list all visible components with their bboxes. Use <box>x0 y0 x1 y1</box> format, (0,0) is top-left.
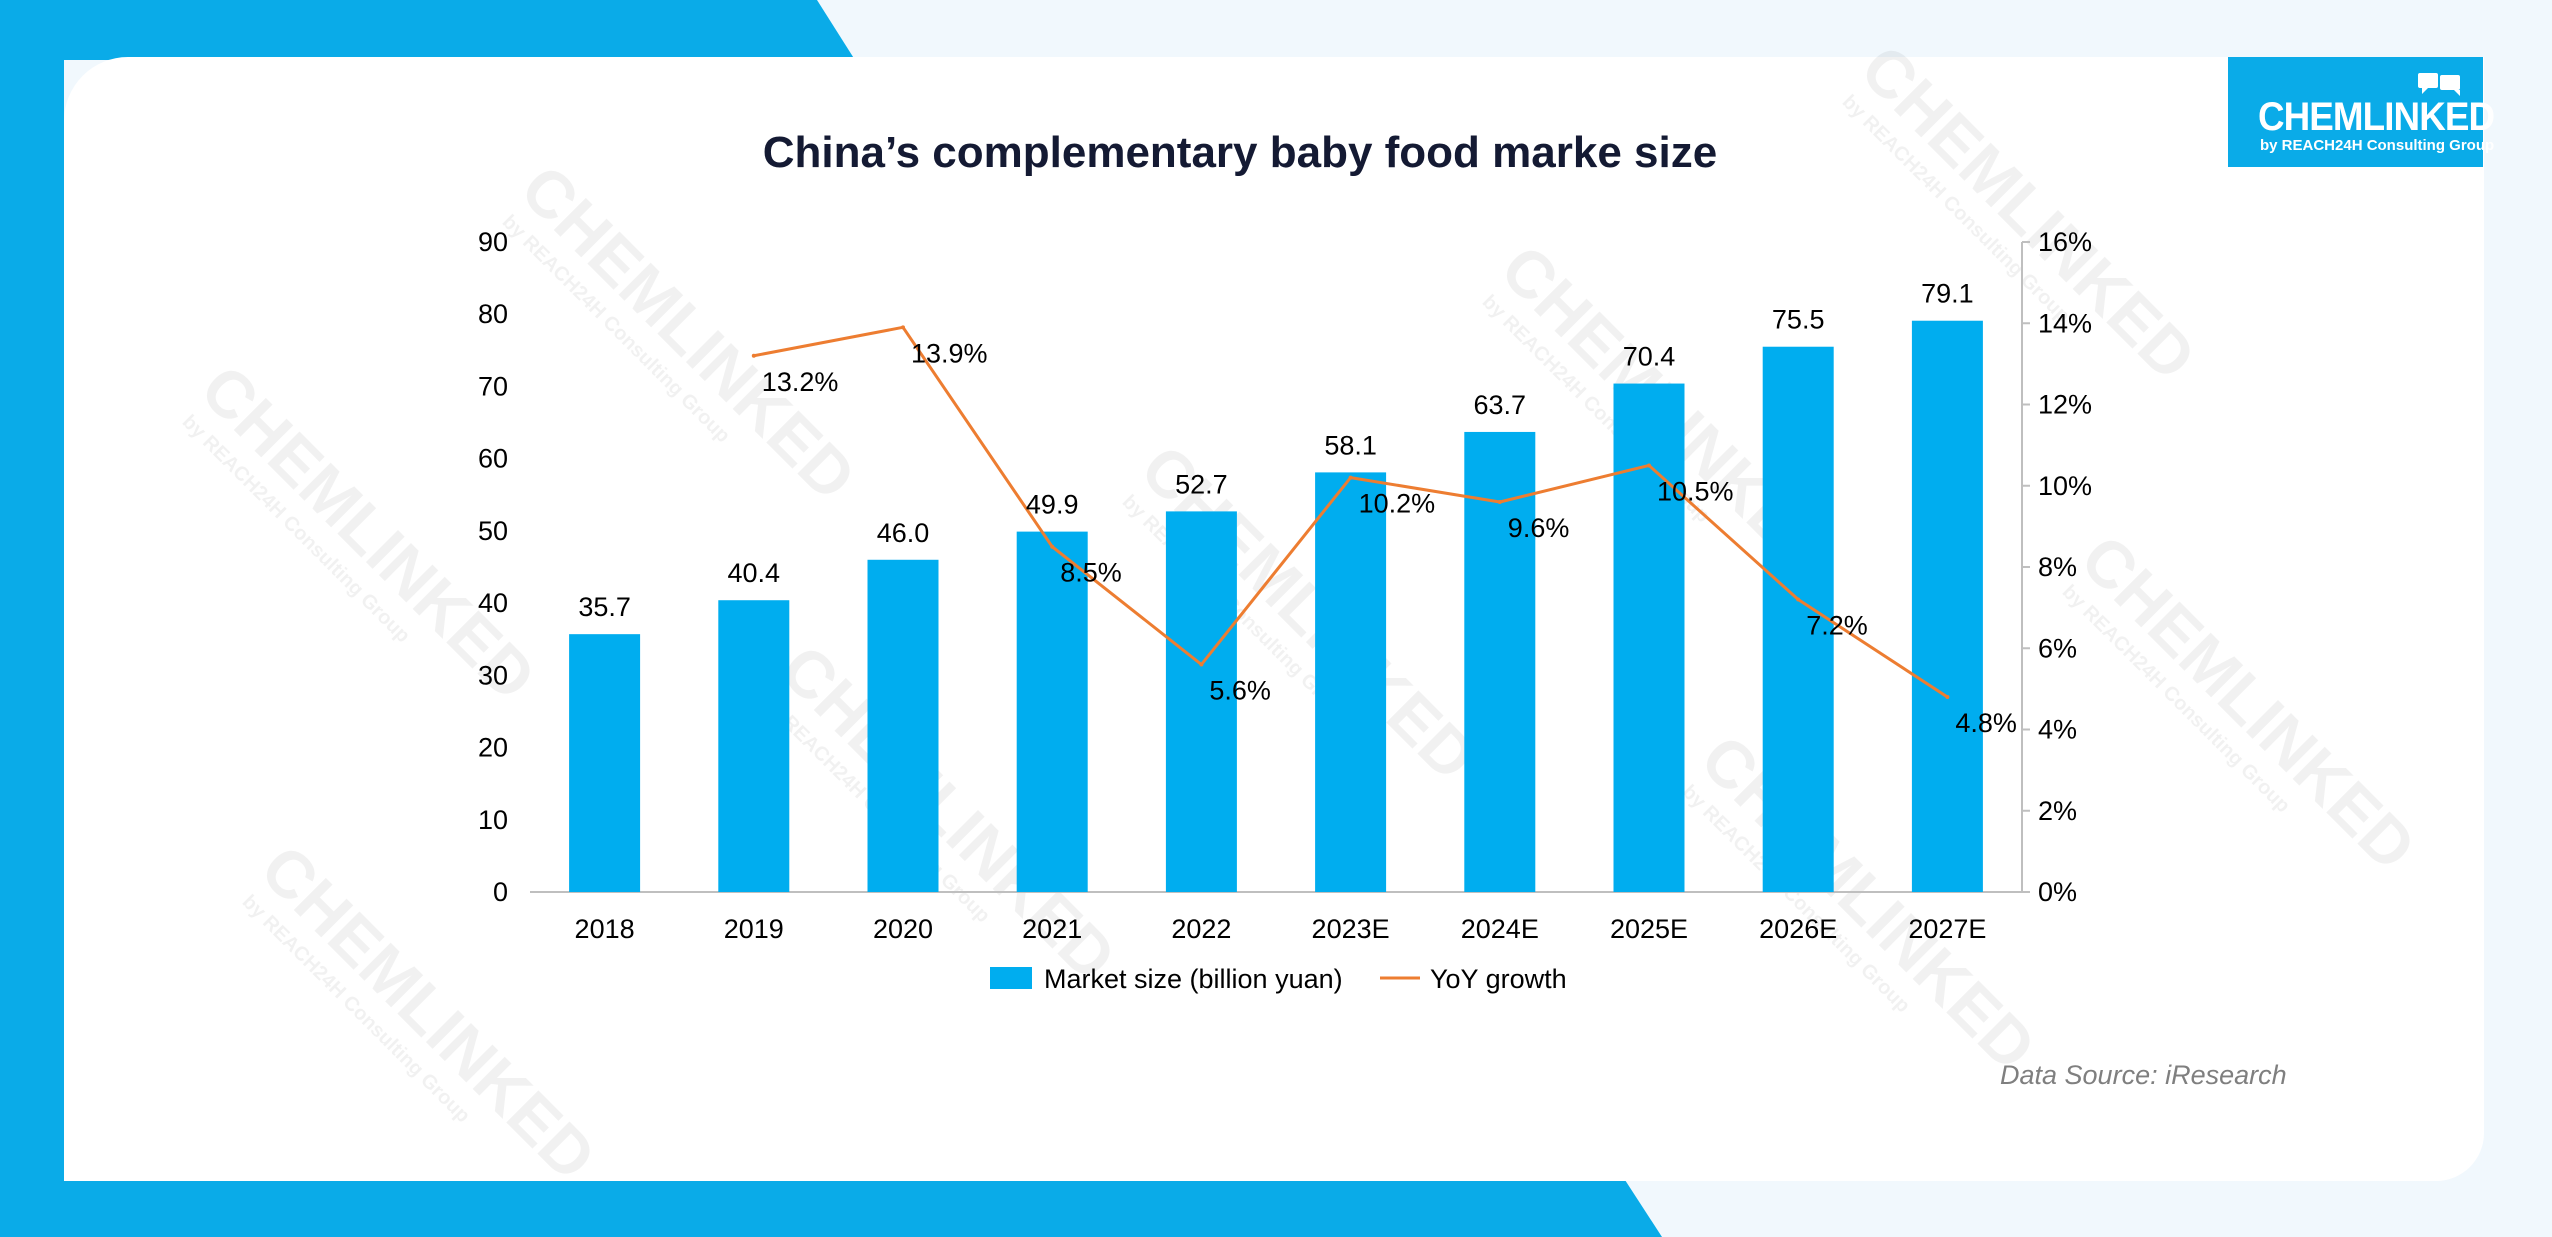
bar <box>1464 431 1536 892</box>
data-source: Data Source: iResearch <box>2000 1060 2287 1090</box>
growth-value-label: 9.6% <box>1508 513 1570 543</box>
bar-value-label: 49.9 <box>1026 490 1079 520</box>
bar-value-label: 75.5 <box>1772 305 1825 335</box>
bar-value-label: 35.7 <box>578 592 631 622</box>
data-labels: 35.7 40.4 46.0 49.9 52.7 58.1 63.7 70.4 75.5 79.1… <box>578 279 2017 738</box>
bar-value-label: 58.1 <box>1324 430 1377 460</box>
bar <box>1165 511 1237 892</box>
growth-point <box>1050 544 1055 549</box>
bar-value-label: 79.1 <box>1921 279 1974 309</box>
bar <box>1315 472 1387 892</box>
bar-value-label: 52.7 <box>1175 469 1228 499</box>
bar <box>1016 531 1088 892</box>
bar <box>718 600 790 892</box>
bar-value-label: 63.7 <box>1474 390 1527 420</box>
growth-value-label: 7.2% <box>1806 611 1868 641</box>
growth-point <box>751 353 756 358</box>
x-tick-label: 2026E <box>1759 914 1837 944</box>
bar <box>569 634 641 892</box>
growth-value-label: 4.8% <box>1955 708 2017 738</box>
line-series <box>751 325 1950 699</box>
growth-point <box>1647 463 1651 468</box>
x-tick-label: 2020 <box>873 914 933 944</box>
growth-value-label: 10.2% <box>1359 489 1436 519</box>
header-band <box>0 0 855 60</box>
chart-title: China’s complementary baby food marke si… <box>762 128 1718 177</box>
content-card <box>64 57 2484 1181</box>
y-left-tick-label: 10 <box>478 805 508 835</box>
y-left-tick-label: 90 <box>478 227 508 257</box>
y-left-tick-label: 70 <box>478 371 508 401</box>
y-left-tick-label: 50 <box>478 516 508 546</box>
y-right-tick-label: 16% <box>2038 227 2092 257</box>
legend-swatch-bar <box>990 967 1032 989</box>
footer-band <box>0 1180 1662 1237</box>
logo-subtext: by REACH24H Consulting Group <box>2260 137 2495 154</box>
logo-text: CHEMLINKED <box>2258 95 2495 139</box>
x-tick-label: 2021 <box>1022 914 1082 944</box>
growth-point <box>1199 662 1204 667</box>
chart-title-container: China’s complementary baby food marke si… <box>0 128 2480 178</box>
bar-series <box>569 320 1983 892</box>
x-tick-label: 2025E <box>1610 914 1688 944</box>
growth-point <box>1348 475 1353 480</box>
growth-point <box>1945 695 1950 699</box>
growth-value-label: 5.6% <box>1209 676 1271 706</box>
y-left-tick-label: 20 <box>478 733 508 763</box>
x-tick-label: 2024E <box>1461 914 1539 944</box>
bar-value-label: 40.4 <box>728 558 781 588</box>
speech-bubble-icon <box>2418 73 2460 96</box>
y-left-tick-label: 80 <box>478 299 508 329</box>
chemlinked-logo: CHEMLINKED by REACH24H Consulting Group <box>2228 57 2495 167</box>
growth-point <box>1497 500 1502 504</box>
y-left-tick-label: 40 <box>478 588 508 618</box>
y-left-tick-label: 0 <box>493 877 508 907</box>
growth-point <box>1796 597 1801 602</box>
y-right-tick-label: 12% <box>2038 390 2092 420</box>
x-tick-label: 2022 <box>1171 914 1231 944</box>
bar-value-label: 46.0 <box>877 518 930 548</box>
bar <box>1762 346 1834 892</box>
growth-point <box>901 325 905 330</box>
legend: Market size (billion yuan) YoY growth <box>990 964 1567 994</box>
x-tick-label: 2019 <box>724 914 784 944</box>
y-right-tick-label: 2% <box>2038 796 2077 826</box>
y-left-tick-label: 30 <box>478 660 508 690</box>
legend-label-line: YoY growth <box>1430 964 1567 994</box>
growth-value-label: 13.9% <box>911 338 988 368</box>
growth-value-label: 13.2% <box>762 367 839 397</box>
y-right-tick-label: 6% <box>2038 633 2077 663</box>
y-right-tick-label: 4% <box>2038 715 2077 745</box>
x-tick-label: 2023E <box>1312 914 1390 944</box>
bar <box>1911 320 1983 892</box>
y-right-tick-label: 10% <box>2038 471 2092 501</box>
legend-label-bar: Market size (billion yuan) <box>1044 964 1343 994</box>
growth-value-label: 8.5% <box>1060 558 1122 588</box>
y-right-tick-label: 0% <box>2038 877 2077 907</box>
x-tick-label: 2027E <box>1908 914 1986 944</box>
header-band-shape <box>0 0 855 60</box>
bar <box>867 559 939 892</box>
y-left-tick-label: 60 <box>478 444 508 474</box>
x-tick-label: 2018 <box>575 914 635 944</box>
y-right-tick-label: 8% <box>2038 552 2077 582</box>
footer-band-shape <box>0 1180 1662 1237</box>
growth-value-label: 10.5% <box>1657 476 1734 506</box>
y-right-tick-label: 14% <box>2038 308 2092 338</box>
left-band <box>0 0 64 1237</box>
bar-value-label: 70.4 <box>1623 342 1676 372</box>
bar <box>1613 383 1685 892</box>
